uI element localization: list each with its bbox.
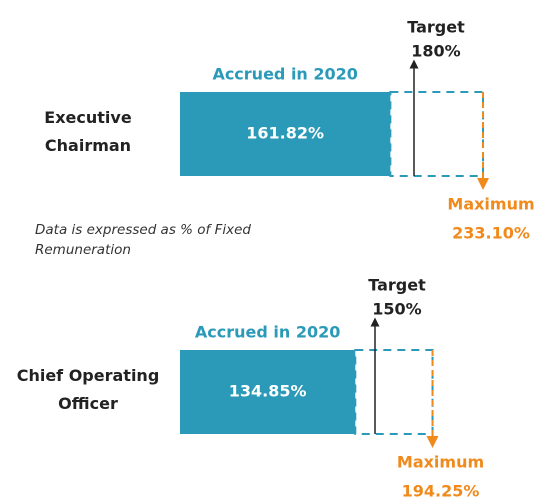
maximum-name: Maximum [447, 195, 534, 214]
bar [180, 92, 391, 176]
maximum-label: 194.25% [402, 482, 480, 501]
target-label: 180% [411, 42, 460, 61]
maximum-range [389, 91, 485, 177]
note: Data is expressed as % of Fixed Remunera… [35, 222, 251, 258]
bar [180, 350, 356, 434]
category-label: Executive Chairman [44, 108, 132, 155]
target-name: Target [407, 18, 465, 37]
target-name: Target [368, 276, 426, 295]
legend-label: Accrued in 2020 [195, 323, 340, 342]
maximum-range [354, 349, 434, 435]
legend-label: Accrued in 2020 [212, 65, 357, 84]
maximum-name: Maximum [397, 453, 484, 472]
target-label: 150% [372, 300, 421, 319]
value-label: 134.85% [229, 382, 307, 401]
maximum-label: 233.10% [452, 224, 530, 243]
value-label: 161.82% [246, 124, 324, 143]
category-label: Chief Operating Officer [16, 366, 160, 413]
